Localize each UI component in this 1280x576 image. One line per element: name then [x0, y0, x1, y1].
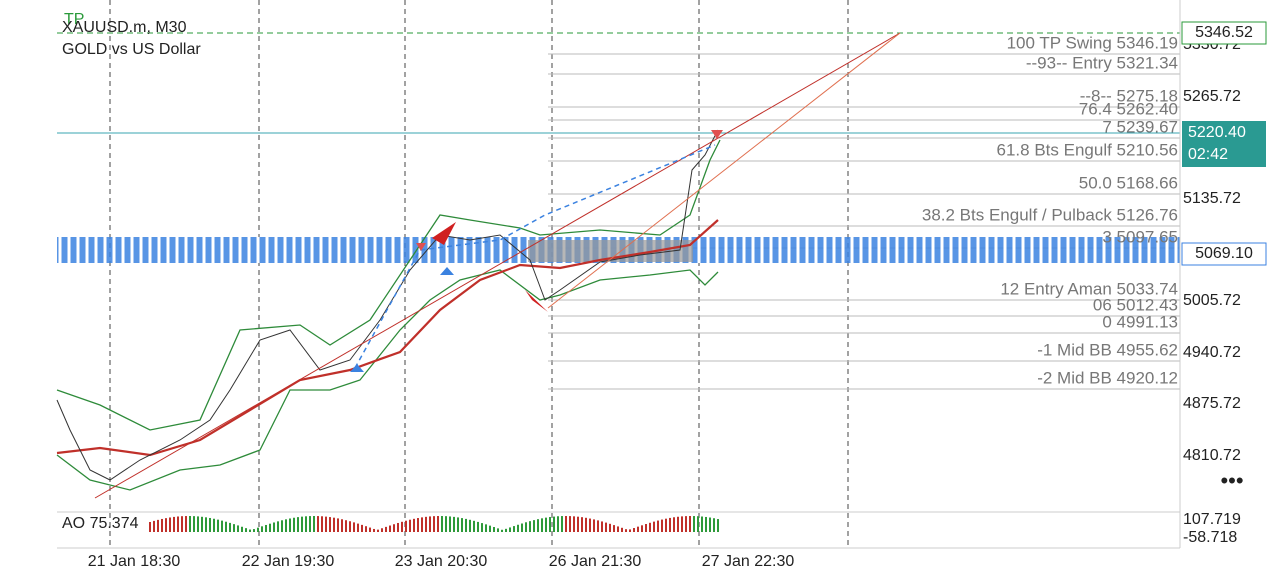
time-tick-label: 27 Jan 22:30: [702, 553, 795, 570]
tp-price: 5346.52: [1195, 24, 1253, 41]
level-label: 50.0 5168.66: [1079, 173, 1178, 192]
level-label: -1 Mid BB 4955.62: [1037, 340, 1178, 359]
price-tick-label: 4940.72: [1183, 344, 1241, 361]
current-price-box: [1182, 121, 1266, 167]
level-label: 0 4991.13: [1102, 312, 1178, 331]
level-label: 06 5012.43: [1093, 295, 1178, 314]
time-grid: [109, 0, 849, 548]
price-tick-label: 5135.72: [1183, 190, 1241, 207]
ao-max: 107.719: [1183, 511, 1241, 528]
lower-band: [56, 269, 719, 491]
price-axis: 5330.725265.725135.725005.724940.724875.…: [1183, 36, 1241, 464]
signal-path: [354, 144, 716, 369]
level-price-box: [1181, 242, 1267, 266]
symbol-name: GOLD vs US Dollar: [62, 41, 201, 58]
buy-signal: [350, 364, 364, 372]
level-label: 3 5097.65: [1102, 227, 1178, 246]
tp-marker: TP: [64, 11, 84, 28]
sell-signal: [416, 243, 426, 251]
ao-min: -58.718: [1183, 529, 1237, 546]
level-label: 76.4 5262.40: [1079, 99, 1178, 118]
level-labels: 100 TP Swing 5346.19--93-- Entry 5321.34…: [922, 33, 1178, 387]
trend-line-2: [547, 32, 901, 309]
range-box: [528, 240, 693, 262]
level-label: 61.8 Bts Engulf 5210.56: [997, 140, 1178, 159]
level-label: --93-- Entry 5321.34: [1026, 53, 1178, 72]
arrow-down: [525, 290, 548, 312]
ao-label: AO 75.374: [62, 515, 139, 532]
current-price: 5220.40: [1188, 124, 1246, 141]
buy-signal: [440, 267, 454, 275]
level-label: 100 TP Swing 5346.19: [1007, 33, 1178, 52]
level-label: -2 Mid BB 4920.12: [1037, 368, 1178, 387]
level-label: 7 5239.67: [1102, 117, 1178, 136]
time-tick-label: 26 Jan 21:30: [549, 553, 642, 570]
tp-price-box: [1181, 21, 1267, 45]
sell-signal: [711, 130, 723, 139]
time-tick-label: 23 Jan 20:30: [395, 553, 488, 570]
price-tick-label: 5265.72: [1183, 88, 1241, 105]
ao-histogram: [149, 516, 719, 532]
level-label: --8-- 5275.18: [1080, 86, 1178, 105]
middle-band: [56, 219, 719, 457]
countdown: 02:42: [1188, 146, 1228, 163]
price-tick-label: 5005.72: [1183, 292, 1241, 309]
time-tick-label: 22 Jan 19:30: [242, 553, 335, 570]
price-tick-label: 4810.72: [1183, 447, 1241, 464]
level-price: 5069.10: [1195, 245, 1253, 262]
ticker: XAUUSD.m, M30: [62, 19, 187, 36]
price-tick-label: 4875.72: [1183, 395, 1241, 412]
trend-line: [94, 32, 901, 499]
time-axis: 21 Jan 18:30 22 Jan 19:30 23 Jan 20:30 26 J…: [88, 553, 795, 570]
menu-dots[interactable]: •••: [1220, 468, 1243, 493]
level-label: 38.2 Bts Engulf / Pulback 5126.76: [922, 205, 1178, 224]
time-tick-label: 21 Jan 18:30: [88, 553, 181, 570]
arrow-up: [432, 222, 456, 245]
buy-zone-stripes: [58, 237, 1178, 263]
upper-band: [56, 139, 721, 431]
level-label: 12 Entry Aman 5033.74: [1000, 279, 1178, 298]
